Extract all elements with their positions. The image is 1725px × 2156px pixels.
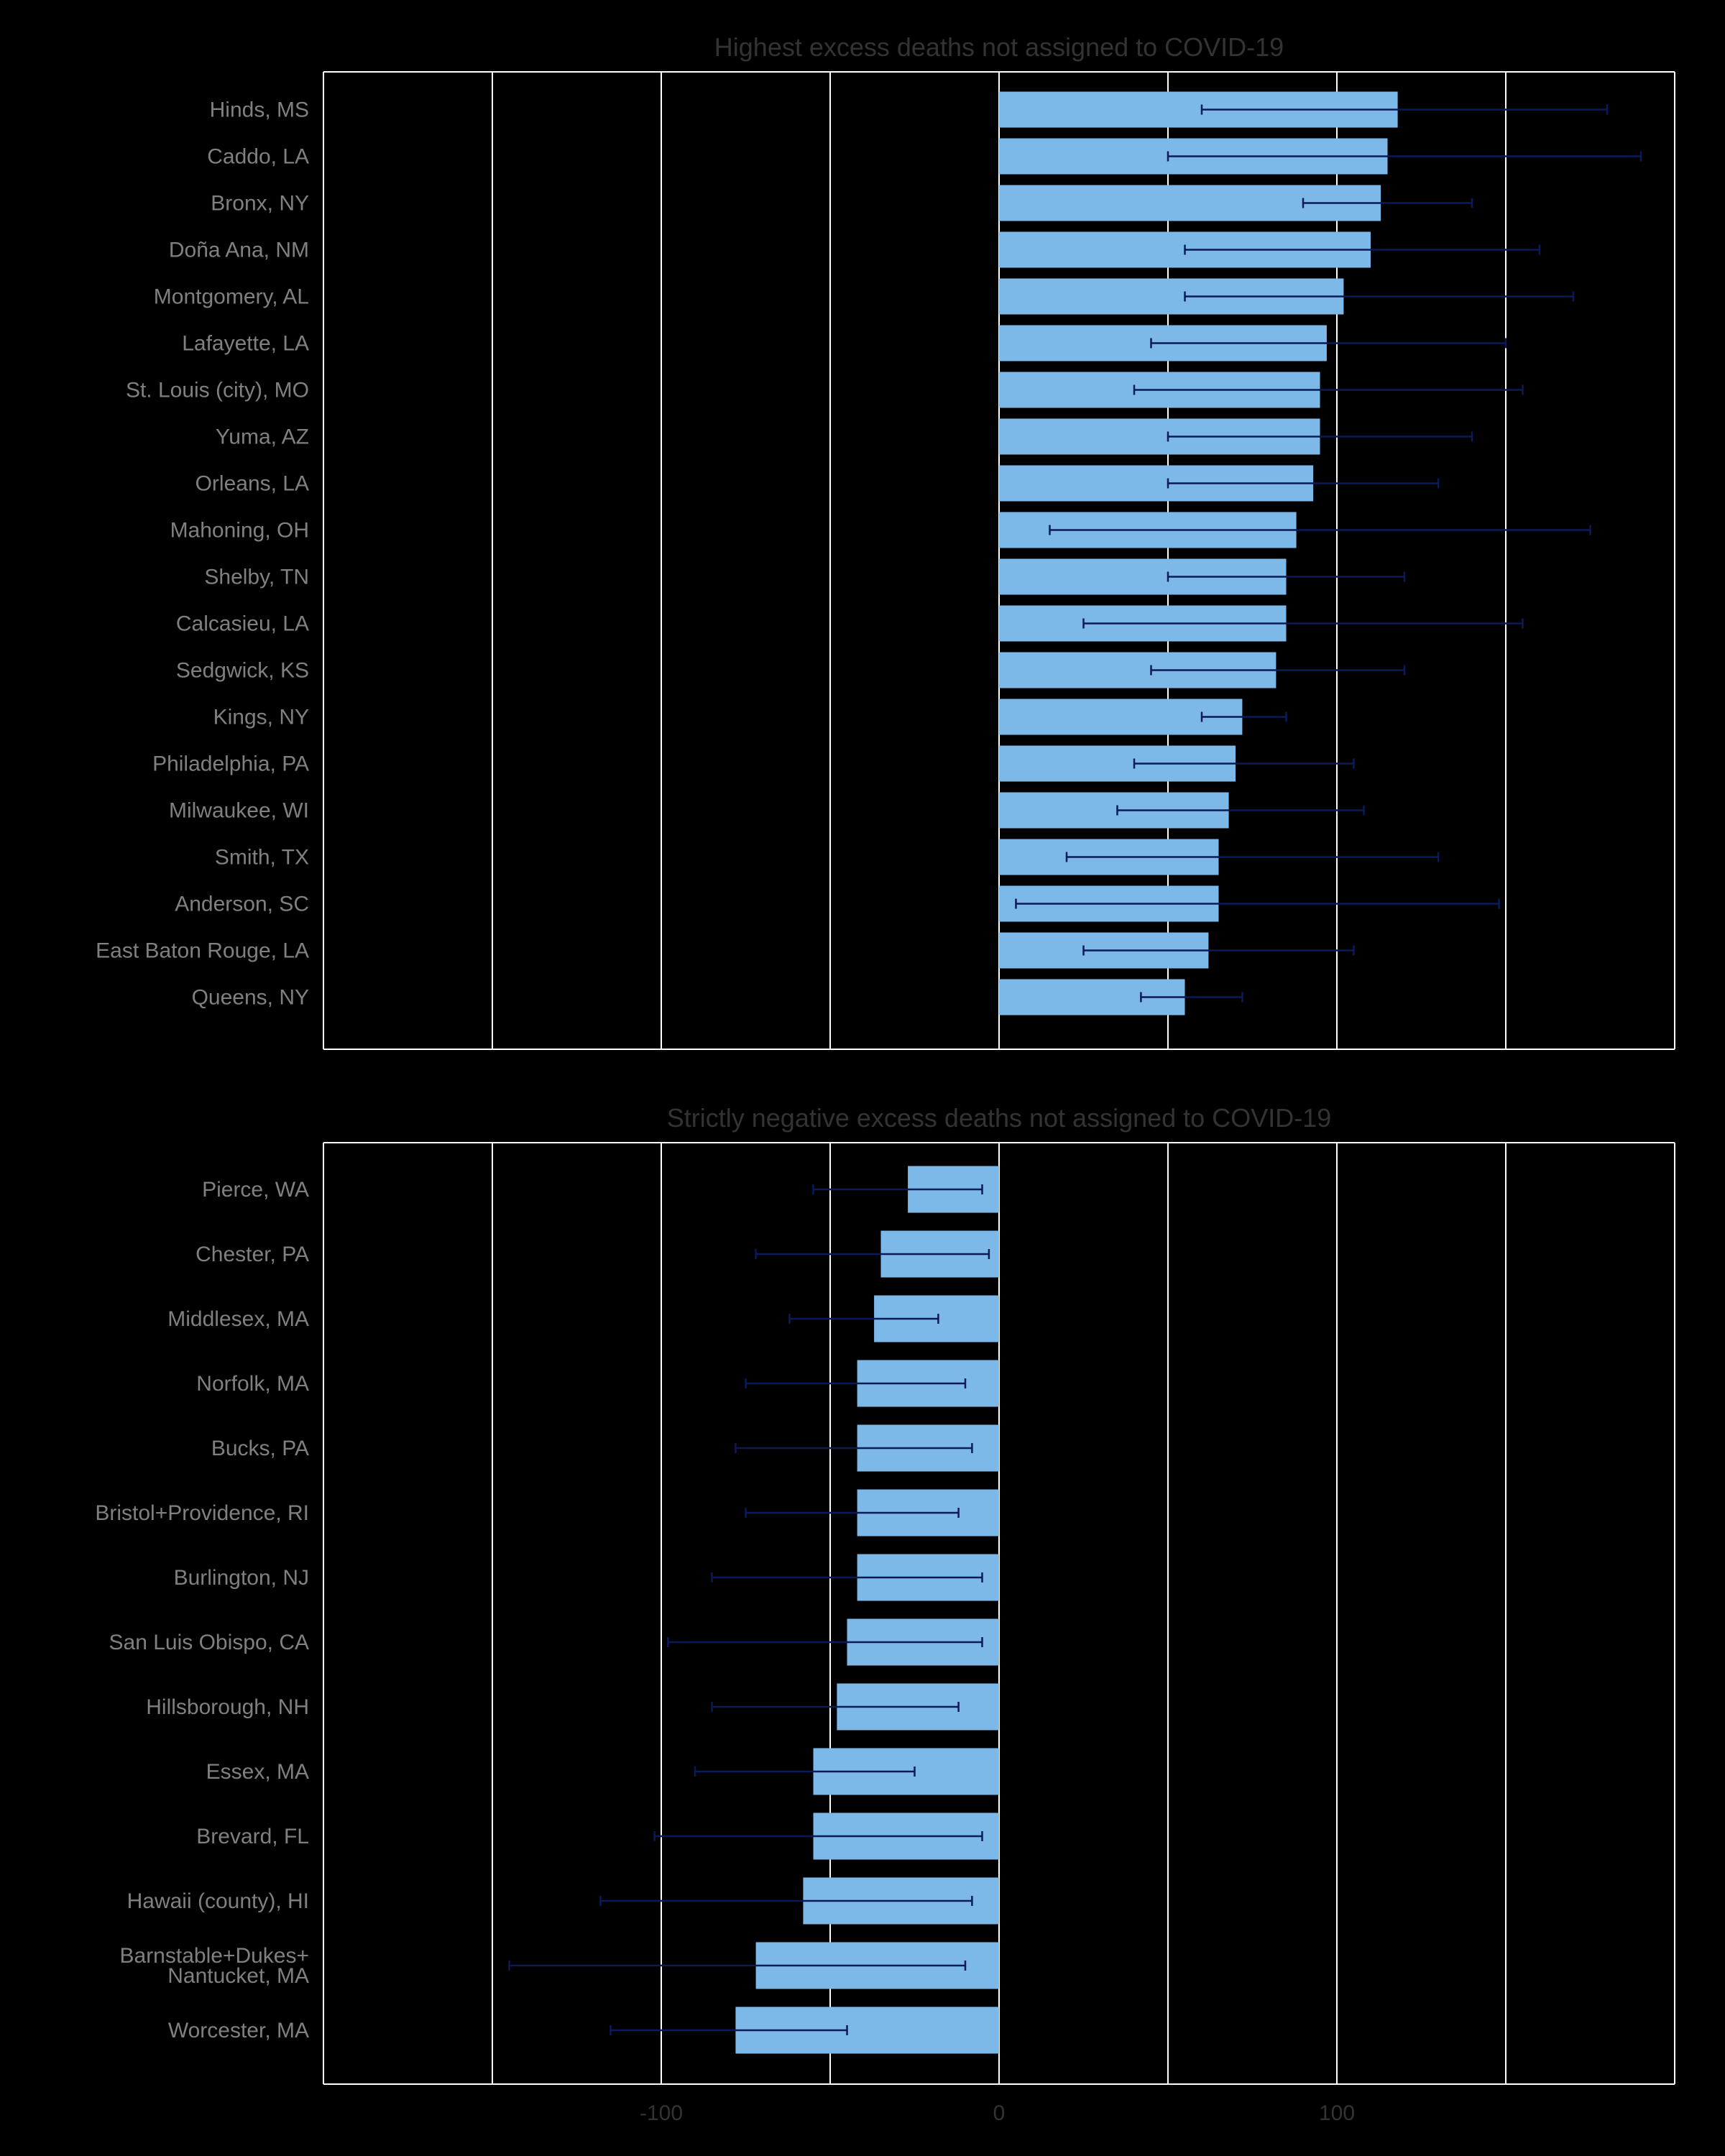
y-axis-label: East Baton Rouge, LA [96,939,309,963]
y-axis-label: Smith, TX [215,846,309,870]
x-axis-tick-label: -100 [640,2101,683,2125]
y-axis-label: Middlesex, MA [167,1307,309,1331]
y-axis-label: Burlington, NJ [174,1566,309,1590]
y-axis-label: Montgomery, AL [154,285,309,309]
x-axis-tick-label: 0 [993,2101,1006,2125]
y-axis-label: Norfolk, MA [196,1372,309,1396]
y-axis-label: Doña Ana, NM [169,239,309,262]
y-axis-label: Caddo, LA [207,145,309,169]
y-axis-label: Worcester, MA [168,2019,309,2042]
y-axis-label: Nantucket, MA [167,1964,309,1988]
y-axis-label: Milwaukee, WI [169,799,309,823]
y-axis-label: Mahoning, OH [170,519,309,543]
y-axis-label: Bristol+Providence, RI [95,1501,309,1525]
y-axis-label: Sedgwick, KS [176,659,309,683]
y-axis-label: Hillsborough, NH [146,1695,309,1719]
y-axis-label: Lafayette, LA [182,332,309,356]
y-axis-label: Hinds, MS [210,98,309,122]
y-axis-label: Pierce, WA [202,1178,309,1202]
y-axis-label: Bucks, PA [211,1437,309,1460]
y-axis-label: Queens, NY [192,986,309,1010]
y-axis-label: St. Louis (city), MO [126,379,309,402]
y-axis-label: San Luis Obispo, CA [109,1631,309,1654]
y-axis-label: Philadelphia, PA [152,752,309,776]
y-axis-label: Kings, NY [213,706,309,729]
y-axis-label: Essex, MA [206,1760,309,1784]
y-axis-label: Hawaii (county), HI [127,1889,309,1913]
chart-title: Strictly negative excess deaths not assi… [667,1103,1331,1133]
y-axis-label: Anderson, SC [175,893,309,916]
y-axis-label: Bronx, NY [211,192,309,216]
y-axis-label: Orleans, LA [196,472,309,496]
y-axis-label: Brevard, FL [196,1825,309,1848]
y-axis-label: Chester, PA [196,1243,309,1266]
x-axis-tick-label: 100 [1319,2101,1355,2125]
y-axis-label: Shelby, TN [204,566,309,589]
y-axis-label: Calcasieu, LA [176,612,309,636]
y-axis-label: Yuma, AZ [216,425,309,449]
chart-title: Highest excess deaths not assigned to CO… [714,32,1284,62]
